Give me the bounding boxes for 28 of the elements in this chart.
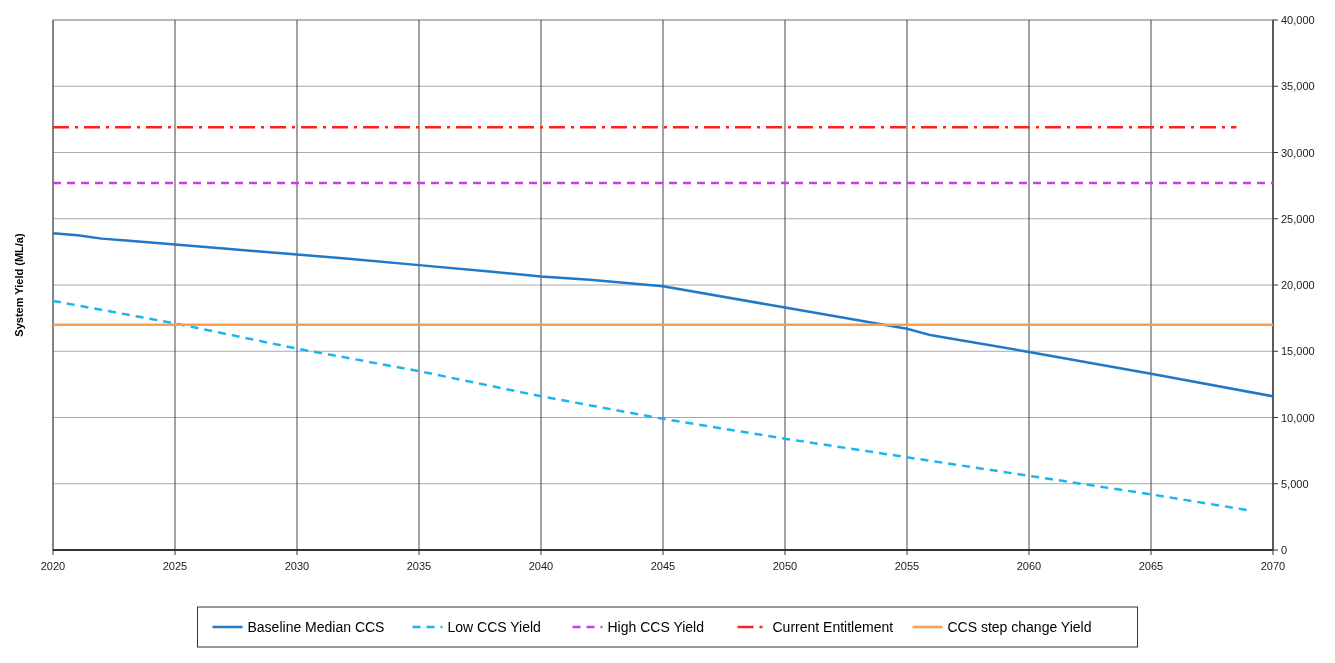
y-tick-label: 35,000: [1281, 80, 1315, 93]
legend-label: Low CCS Yield: [447, 619, 541, 635]
y-axis-title: System Yield (ML/a): [13, 233, 25, 337]
line-series: [51, 299, 1250, 512]
y-tick-label: 20,000: [1281, 279, 1315, 291]
x-tick-label: 2065: [1138, 560, 1164, 572]
y-tick-label: 10,000: [1281, 411, 1315, 424]
y-tick-label: 30,000: [1281, 146, 1315, 159]
x-tick-label: 2055: [894, 560, 920, 572]
y-tick-label: 25,000: [1281, 212, 1315, 225]
x-tick-label: 2040: [528, 560, 554, 572]
x-tick-label: 2045: [650, 560, 676, 572]
x-tick-label: 2020: [40, 560, 66, 572]
line-series: [51, 232, 1275, 398]
legend-label: High CCS Yield: [607, 619, 704, 635]
x-tick-label: 2025: [162, 560, 188, 572]
y-tick-label: 40,000: [1281, 14, 1315, 26]
x-tick-label: 2035: [406, 560, 432, 572]
y-tick-label: 0: [1281, 544, 1288, 556]
x-tick-label: 2030: [284, 560, 310, 572]
legend-label: Current Entitlement: [772, 619, 894, 635]
x-tick-label: 2050: [772, 560, 798, 572]
x-tick-label: 2070: [1260, 560, 1286, 572]
x-tick-label: 2060: [1016, 560, 1042, 572]
legend-label: Baseline Median CCS: [247, 619, 385, 635]
legend-label: CCS step change Yield: [947, 619, 1092, 635]
y-tick-label: 5,000: [1281, 477, 1309, 490]
y-tick-label: 15,000: [1281, 345, 1315, 358]
